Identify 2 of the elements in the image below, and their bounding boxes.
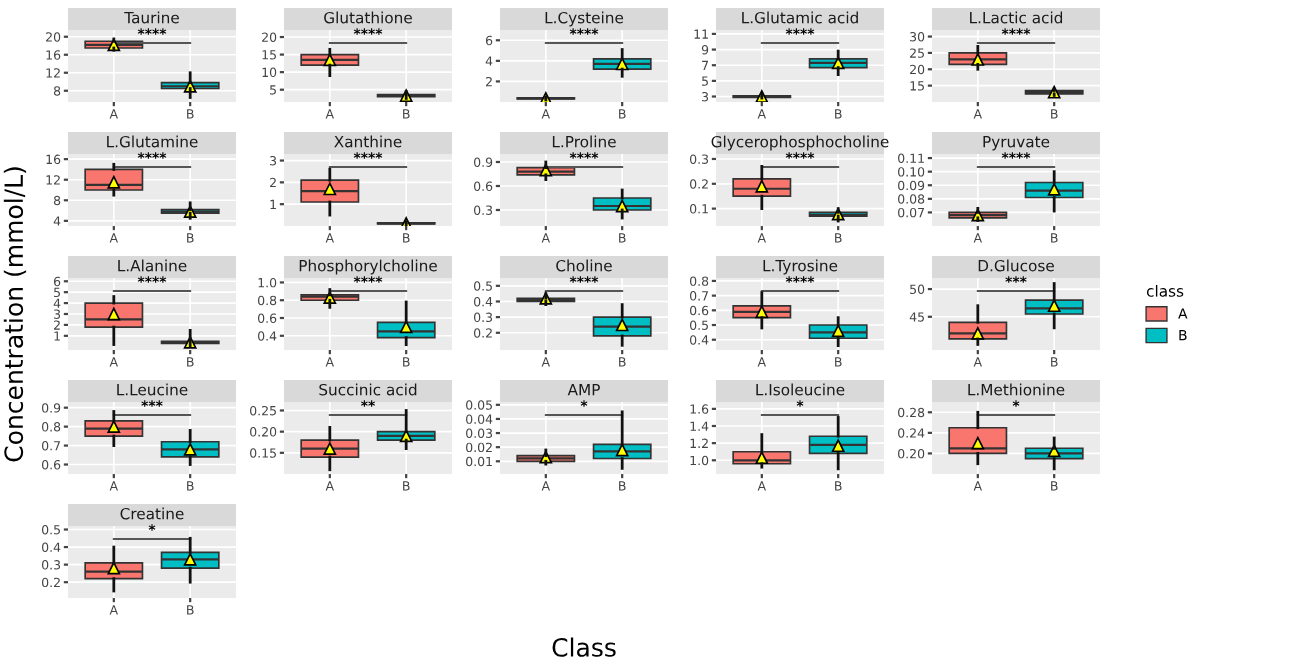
y-axis-title: Concentration (mmol/L) bbox=[3, 167, 27, 462]
x-axis-title: Class bbox=[552, 637, 616, 657]
